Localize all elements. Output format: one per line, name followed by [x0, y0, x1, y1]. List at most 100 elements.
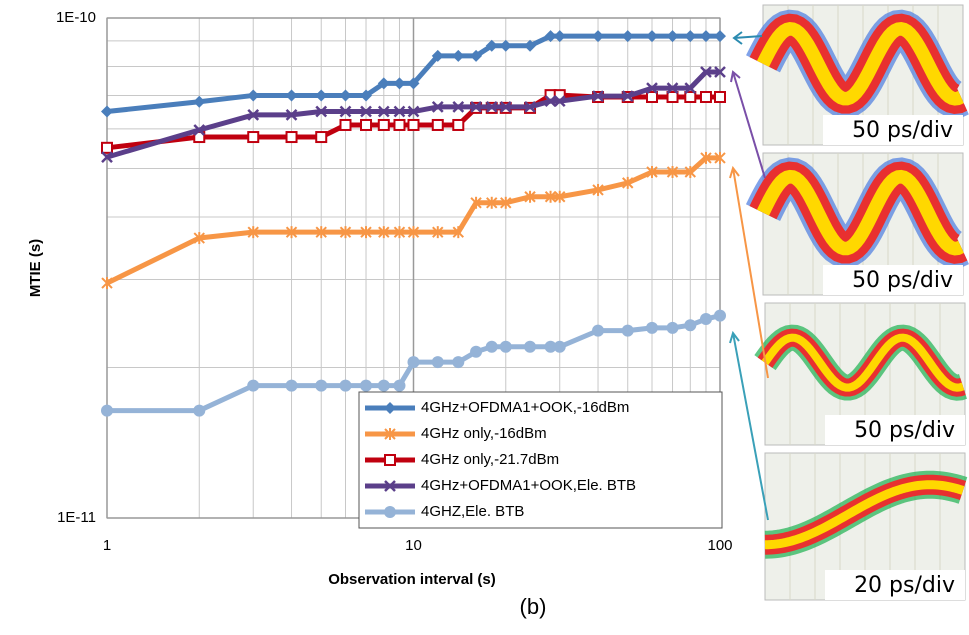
data-point [379, 120, 389, 130]
legend: 4GHz+OFDMA1+OOK,-16dBm 4GHz only,-16dBm 4G… [359, 392, 722, 528]
marker-part [592, 325, 604, 337]
data-point [316, 132, 326, 142]
marker-part [432, 356, 444, 368]
eye-panels: 50 ps/div 50 ps/div 50 ps/div 20 ps/div [763, 5, 965, 600]
marker-part [667, 322, 679, 334]
data-point [433, 120, 443, 130]
legend-label: 4GHz+OFDMA1+OOK,-16dBm [421, 399, 629, 416]
marker-part [360, 380, 372, 392]
marker-part [500, 341, 512, 353]
marker-part [102, 143, 112, 153]
data-point [714, 310, 726, 322]
data-point [622, 325, 634, 337]
data-point [486, 341, 498, 353]
marker-part [286, 380, 298, 392]
data-point [470, 346, 482, 358]
panel-label: 50 ps/div [854, 418, 955, 443]
data-point [361, 120, 371, 130]
arrows [730, 32, 768, 520]
data-point [315, 380, 327, 392]
data-point [684, 319, 696, 331]
marker-part [378, 380, 390, 392]
data-point [247, 380, 259, 392]
marker-part [385, 455, 395, 465]
marker-part [622, 325, 634, 337]
marker-part [685, 92, 695, 102]
data-point [101, 405, 113, 417]
y-tick-label: 1E-11 [57, 509, 96, 526]
marker-part [394, 120, 404, 130]
marker-part [701, 92, 711, 102]
y-tick-label: 1E-10 [56, 9, 96, 26]
legend-label: 4GHZ,Ele. BTB [421, 503, 524, 520]
marker-part [554, 341, 566, 353]
marker-part [668, 92, 678, 102]
legend-marker [384, 506, 396, 518]
data-point [500, 341, 512, 353]
data-point [409, 120, 419, 130]
data-point [360, 380, 372, 392]
marker-part [453, 120, 463, 130]
data-point [647, 92, 657, 102]
data-point [286, 380, 298, 392]
marker-part [247, 380, 259, 392]
data-point [378, 380, 390, 392]
data-point [452, 356, 464, 368]
x-tick-label: 10 [405, 537, 422, 554]
x-axis-title: Observation interval (s) [328, 571, 496, 588]
data-point [408, 356, 420, 368]
data-point [700, 313, 712, 325]
y-axis-title: MTIE (s) [27, 239, 44, 297]
data-point [554, 341, 566, 353]
data-point [340, 380, 352, 392]
marker-part [433, 120, 443, 130]
marker-part [101, 405, 113, 417]
caption: (b) [520, 594, 547, 619]
legend-label: 4GHz only,-16dBm [421, 425, 547, 442]
marker-part [340, 380, 352, 392]
legend-marker [385, 455, 395, 465]
data-point [646, 322, 658, 334]
marker-part [316, 132, 326, 142]
marker-part [384, 506, 396, 518]
panel-label: 20 ps/div [854, 573, 955, 598]
x-tick-label: 1 [103, 537, 111, 554]
marker-part [647, 92, 657, 102]
panel-label: 50 ps/div [852, 268, 953, 293]
data-point [668, 92, 678, 102]
data-point [102, 143, 112, 153]
marker-part [341, 120, 351, 130]
data-point [341, 120, 351, 130]
data-point [393, 380, 405, 392]
marker-part [408, 356, 420, 368]
marker-part [452, 356, 464, 368]
panel-label: 50 ps/div [852, 118, 953, 143]
data-point [193, 405, 205, 417]
data-point [524, 341, 536, 353]
data-point [701, 92, 711, 102]
legend-label: 4GHz+OFDMA1+OOK,Ele. BTB [421, 477, 636, 494]
marker-part [379, 120, 389, 130]
marker-part [409, 120, 419, 130]
legend-label: 4GHz only,-21.7dBm [421, 451, 559, 468]
marker-part [315, 380, 327, 392]
data-point [667, 322, 679, 334]
data-point [715, 92, 725, 102]
marker-part [193, 405, 205, 417]
marker-part [486, 341, 498, 353]
chart: MTIE (s) Observation interval (s) (b) 50… [0, 0, 969, 635]
marker-part [714, 310, 726, 322]
marker-part [715, 92, 725, 102]
marker-part [684, 319, 696, 331]
data-point [248, 132, 258, 142]
data-point [453, 120, 463, 130]
marker-part [248, 132, 258, 142]
data-point [432, 356, 444, 368]
data-point [287, 132, 297, 142]
data-point [592, 325, 604, 337]
marker-part [646, 322, 658, 334]
marker-part [700, 313, 712, 325]
data-point [394, 120, 404, 130]
marker-part [470, 346, 482, 358]
marker-part [524, 341, 536, 353]
